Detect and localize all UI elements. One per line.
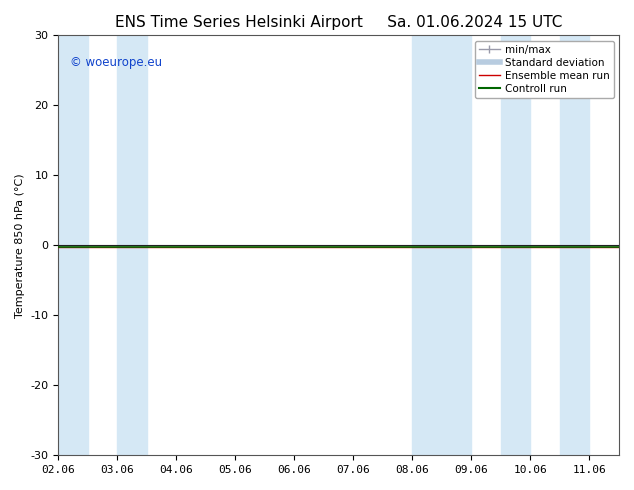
Title: ENS Time Series Helsinki Airport     Sa. 01.06.2024 15 UTC: ENS Time Series Helsinki Airport Sa. 01.…	[115, 15, 562, 30]
Legend: min/max, Standard deviation, Ensemble mean run, Controll run: min/max, Standard deviation, Ensemble me…	[475, 41, 614, 98]
Bar	[117, 35, 147, 455]
Bar	[560, 35, 590, 455]
Bar	[58, 35, 88, 455]
Bar	[413, 35, 472, 455]
Text: © woeurope.eu: © woeurope.eu	[70, 56, 162, 69]
Bar	[501, 35, 531, 455]
Y-axis label: Temperature 850 hPa (°C): Temperature 850 hPa (°C)	[15, 173, 25, 318]
